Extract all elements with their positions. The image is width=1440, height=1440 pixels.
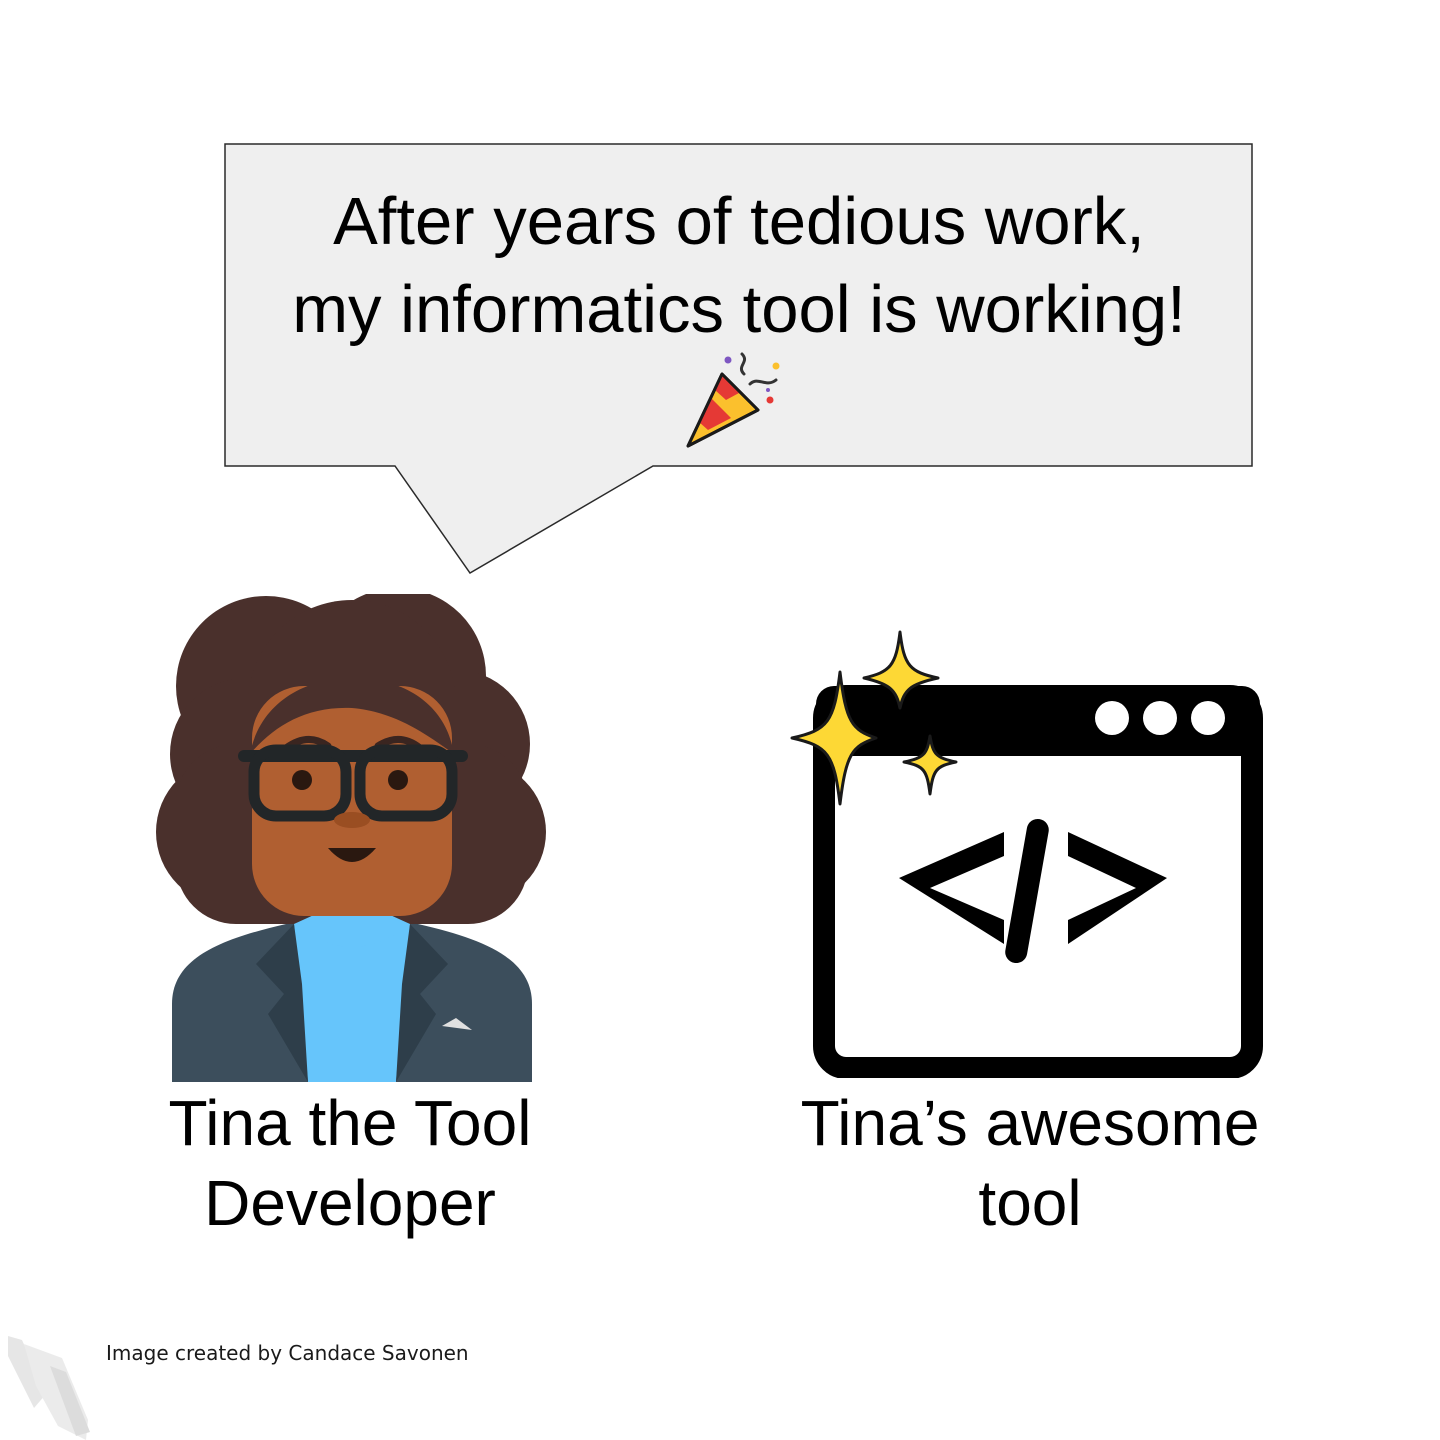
tool-label: Tina’s awesome tool: [760, 1083, 1300, 1243]
tool-label-line-2: tool: [978, 1167, 1082, 1239]
developer-label-line-2: Developer: [204, 1167, 496, 1239]
developer-label: Tina the Tool Developer: [100, 1083, 600, 1243]
code-window-icon: </>: [790, 630, 1263, 1078]
sparkles-icon: [790, 630, 958, 806]
stripe-logo-icon: [8, 1336, 90, 1440]
developer-avatar-icon: [156, 594, 546, 1082]
party-popper-icon: [686, 352, 780, 448]
speech-line-2: my informatics tool is working!: [292, 272, 1186, 347]
speech-bubble-text: After years of tedious work, my informat…: [226, 178, 1252, 354]
speech-bubble: [224, 143, 1253, 574]
tool-label-line-1: Tina’s awesome: [800, 1087, 1260, 1159]
speech-line-1: After years of tedious work,: [333, 184, 1145, 259]
image-credit: Image created by Candace Savonen: [106, 1341, 469, 1365]
developer-label-line-1: Tina the Tool: [168, 1087, 532, 1159]
